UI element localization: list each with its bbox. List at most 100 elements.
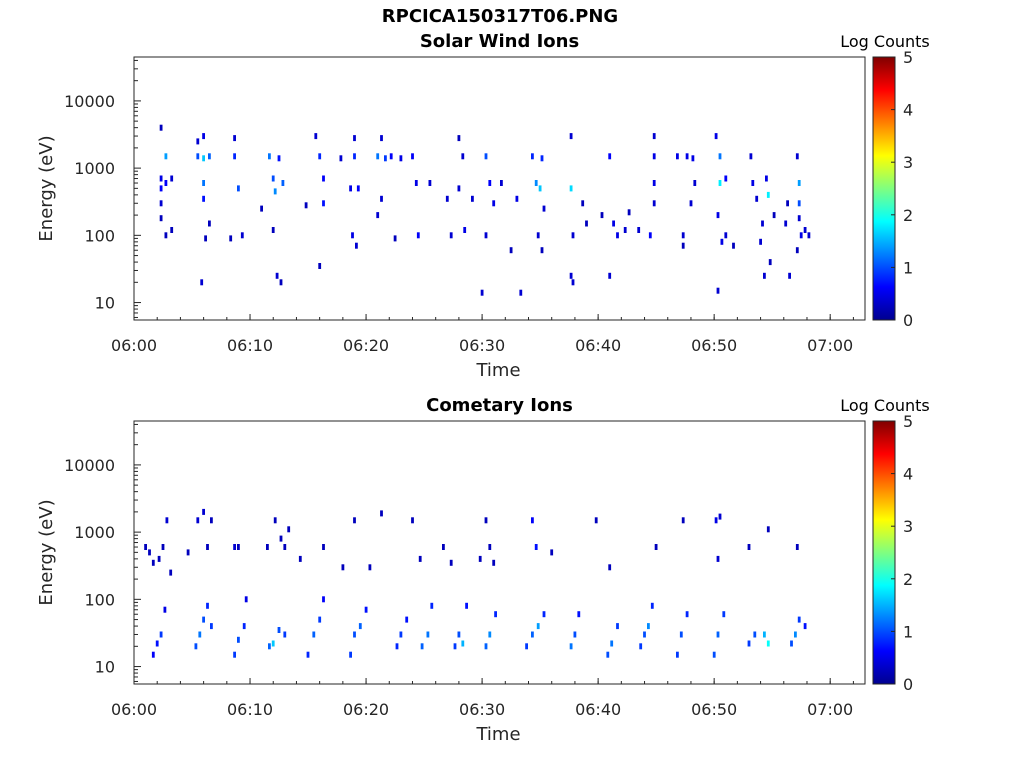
data-cell: [229, 235, 233, 242]
data-cell: [488, 180, 492, 186]
data-cell: [233, 135, 236, 142]
data-cell: [712, 651, 716, 658]
x-tick-label: 06:50: [691, 700, 737, 719]
data-cell: [414, 180, 418, 186]
data-cell: [610, 640, 614, 647]
data-cell: [788, 272, 791, 279]
data-cell: [271, 227, 275, 233]
data-cell: [353, 153, 356, 160]
solar-wind-ions-panel: 06:00 06:10 06:20 06:30 06:40 06:50 07:0010100…: [36, 32, 930, 381]
data-cell: [283, 631, 287, 638]
data-cell: [161, 544, 165, 550]
data-cell: [380, 195, 383, 202]
colorbar-tick-label: 3: [903, 517, 913, 536]
data-cell: [273, 188, 277, 195]
data-cell: [157, 555, 161, 562]
data-cell: [772, 212, 776, 219]
colorbar-tick-label: 5: [903, 412, 913, 431]
data-cell: [318, 153, 322, 160]
data-cell: [376, 212, 380, 219]
plot-area: [134, 421, 865, 684]
data-cell: [304, 202, 308, 209]
data-cell: [795, 544, 799, 550]
data-cell: [233, 544, 236, 550]
data-cell: [341, 564, 345, 571]
data-cell: [509, 247, 513, 254]
data-cell: [484, 232, 488, 239]
data-cell: [797, 180, 801, 186]
data-cell: [606, 651, 610, 658]
data-cell: [540, 247, 544, 254]
data-cell: [428, 180, 432, 186]
data-cell: [643, 631, 646, 638]
data-cell: [420, 643, 424, 650]
data-cell: [484, 517, 488, 524]
data-cell: [242, 623, 246, 630]
x-tick-label: 06:50: [691, 336, 737, 355]
colorbar-tick-label: 1: [903, 258, 913, 277]
data-cell: [159, 124, 163, 131]
data-cell: [753, 631, 757, 638]
data-cell: [600, 212, 604, 219]
data-cell: [569, 272, 573, 279]
y-tick-label: 100: [84, 590, 115, 609]
data-cell: [608, 564, 612, 571]
data-cell: [163, 606, 167, 613]
data-cell: [637, 227, 641, 233]
data-cell: [277, 627, 281, 633]
y-tick-label: 10: [95, 294, 115, 313]
data-cell: [314, 133, 318, 140]
data-cell: [803, 227, 807, 233]
colorbar-tick-label: 3: [903, 153, 913, 172]
data-cell: [648, 232, 652, 239]
data-cell: [616, 623, 619, 630]
data-cell: [494, 611, 497, 618]
data-cell: [353, 517, 356, 524]
data-cell: [411, 517, 414, 524]
x-tick-label: 06:40: [575, 700, 621, 719]
data-cell: [399, 631, 403, 638]
data-cell: [480, 289, 484, 296]
data-cell: [550, 549, 554, 556]
data-cell: [571, 232, 575, 239]
data-cell: [790, 640, 793, 647]
data-cell: [457, 135, 461, 142]
data-cell: [210, 517, 213, 524]
data-cell: [389, 153, 393, 160]
data-cell: [430, 602, 434, 609]
data-cell: [204, 235, 207, 242]
data-cell: [484, 153, 488, 160]
data-cell: [322, 175, 325, 182]
data-cell: [749, 153, 753, 160]
data-cell: [349, 185, 352, 192]
data-cell: [542, 611, 546, 618]
panel-title-cometary: Cometary Ions: [426, 395, 573, 416]
data-cell: [538, 185, 542, 192]
data-cell: [577, 611, 581, 618]
data-cell: [206, 544, 209, 550]
data-cell: [318, 263, 322, 269]
data-cell: [751, 180, 755, 186]
data-cell: [803, 623, 807, 630]
data-cell: [196, 517, 200, 524]
data-cell: [784, 220, 788, 227]
data-cell: [766, 640, 770, 647]
data-cell: [689, 200, 693, 207]
data-cell: [393, 235, 397, 242]
data-cell: [718, 153, 722, 160]
data-cell: [484, 643, 488, 650]
data-cell: [380, 135, 383, 142]
data-cell: [275, 272, 279, 279]
data-cell: [202, 180, 205, 186]
data-cell: [202, 616, 205, 623]
data-cell: [573, 631, 577, 638]
data-cell: [144, 544, 147, 550]
data-cell: [445, 195, 449, 202]
data-cell: [277, 155, 281, 162]
data-cell: [322, 544, 325, 550]
data-cell: [194, 643, 198, 650]
colorbar-tick-label: 0: [903, 675, 913, 694]
figure-title: RPCICA150317T06.PNG: [381, 6, 619, 27]
data-cell: [679, 631, 683, 638]
